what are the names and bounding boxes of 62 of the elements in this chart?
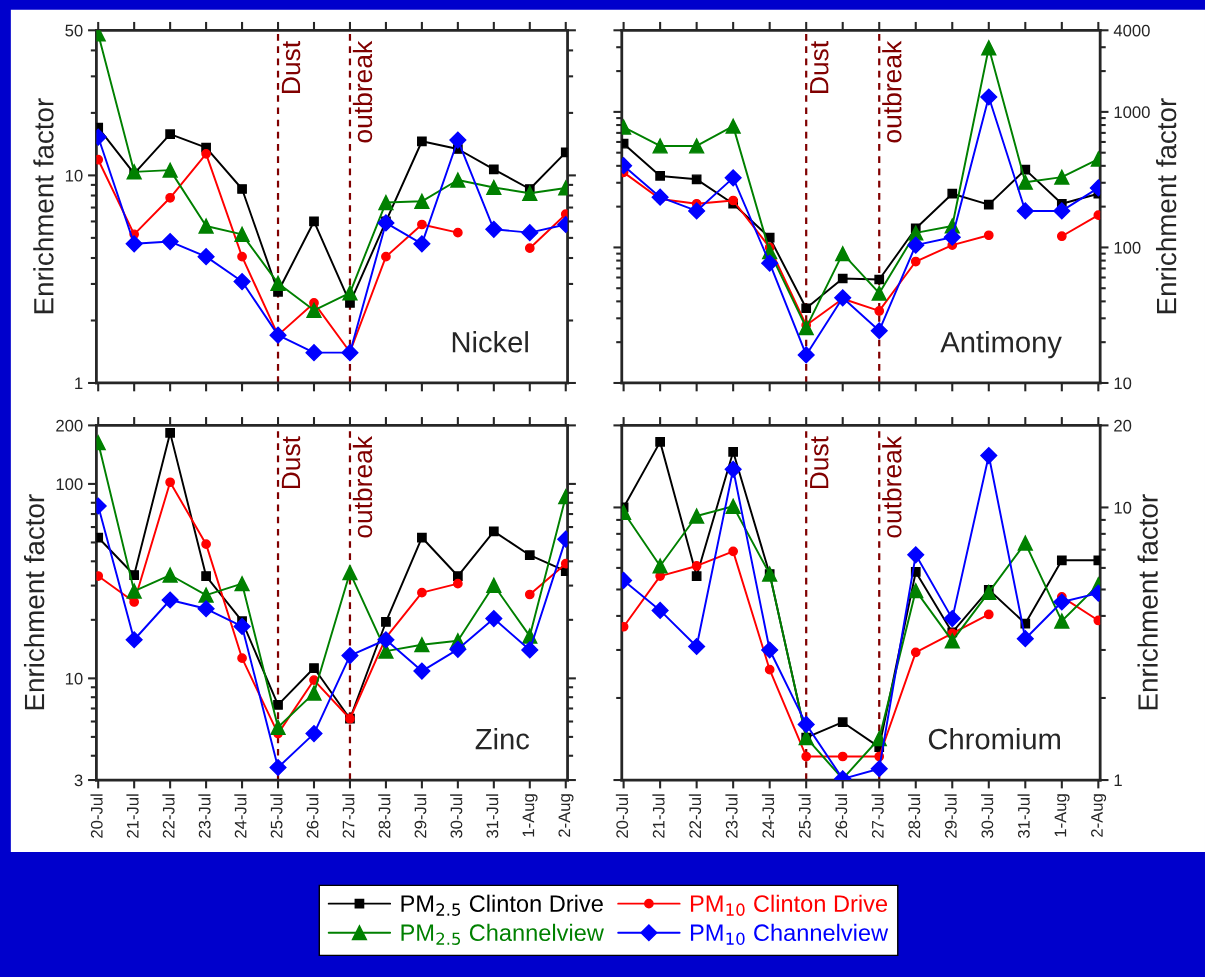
annotation: Chromium	[928, 728, 1060, 750]
x-tick-label: 21-Jul	[652, 794, 665, 838]
x-tick-label: 28-Jul	[378, 794, 391, 838]
y-tick-label: 3	[74, 774, 83, 787]
x-tick-label: 21-Jul	[126, 794, 139, 838]
x-tick-label: 25-Jul	[270, 794, 283, 838]
x-tick-label: 23-Jul	[198, 794, 211, 838]
y-axis-title: Enrichment factor	[23, 494, 45, 710]
x-tick-label: 20-Jul	[90, 794, 103, 838]
ref-line-label: Dust	[281, 41, 301, 93]
legend-label: PM$_{10}$ Channelview	[690, 923, 889, 945]
x-tick-label: 28-Jul	[907, 794, 921, 838]
annotation: Zinc	[475, 728, 530, 750]
x-tick-label: 27-Jul	[342, 794, 355, 838]
y-tick-label: 200	[56, 419, 83, 432]
annotation: Nickel	[452, 331, 528, 353]
x-tick-label: 26-Jul	[306, 794, 319, 838]
x-tick-label: 24-Jul	[761, 794, 775, 838]
y-axis-title: Enrichment factor	[33, 98, 54, 314]
x-tick-label: 2-Aug	[558, 794, 574, 837]
x-tick-label: 22-Jul	[688, 794, 702, 838]
y-tick-label: 1	[75, 377, 83, 390]
x-tick-label: 1-Aug	[1054, 794, 1070, 837]
x-tick-label: 22-Jul	[162, 794, 175, 838]
y-tick-label: 50	[65, 24, 83, 37]
ref-line-label: outbreak	[882, 40, 902, 143]
legend-label: PM$_{2.5}$ Channelview	[401, 923, 604, 945]
y-tick-label: 10	[1114, 501, 1132, 514]
y-tick-label: 1000	[1114, 106, 1150, 119]
x-tick-label: 24-Jul	[234, 794, 247, 838]
y-tick-label: 20	[1114, 419, 1132, 432]
x-tick-label: 31-Jul	[486, 794, 499, 838]
y-tick-label: 10	[65, 672, 83, 685]
y-axis-title: Enrichment factor	[1155, 98, 1177, 314]
y-tick-label: 4000	[1113, 24, 1150, 37]
x-tick-label: 2-Aug	[1091, 794, 1107, 837]
ref-line-label: Dust	[281, 436, 301, 489]
x-tick-label: 23-Jul	[725, 794, 738, 838]
ref-line-label: Dust	[810, 41, 829, 93]
legend-label: PM$_{2.5}$ Clinton Drive	[401, 894, 603, 916]
y-tick-label: 100	[1114, 241, 1141, 254]
ref-line-label: outbreak	[352, 40, 373, 143]
ref-line-label: outbreak	[882, 435, 902, 538]
y-tick-label: 10	[1114, 377, 1132, 390]
x-tick-label: 29-Jul	[414, 794, 427, 838]
x-tick-label: 20-Jul	[615, 794, 629, 838]
x-tick-label: 30-Jul	[450, 794, 463, 838]
y-axis-title: Enrichment factor	[1137, 494, 1158, 710]
y-tick-label: 1	[1114, 774, 1122, 787]
x-tick-label: 27-Jul	[871, 794, 884, 838]
annotation: Antimony	[940, 331, 1062, 359]
x-tick-label: 1-Aug	[522, 794, 538, 837]
x-tick-label: 29-Jul	[944, 794, 957, 838]
x-tick-label: 26-Jul	[834, 794, 848, 838]
x-tick-label: 30-Jul	[981, 794, 994, 838]
ref-line-label: Dust	[810, 436, 829, 489]
legend-label: PM$_{10}$ Clinton Drive	[690, 894, 888, 916]
y-tick-label: 100	[56, 478, 83, 491]
ref-line-label: outbreak	[352, 435, 373, 538]
x-tick-label: 25-Jul	[798, 794, 811, 838]
x-tick-label: 31-Jul	[1017, 794, 1030, 838]
y-tick-label: 10	[65, 169, 83, 182]
